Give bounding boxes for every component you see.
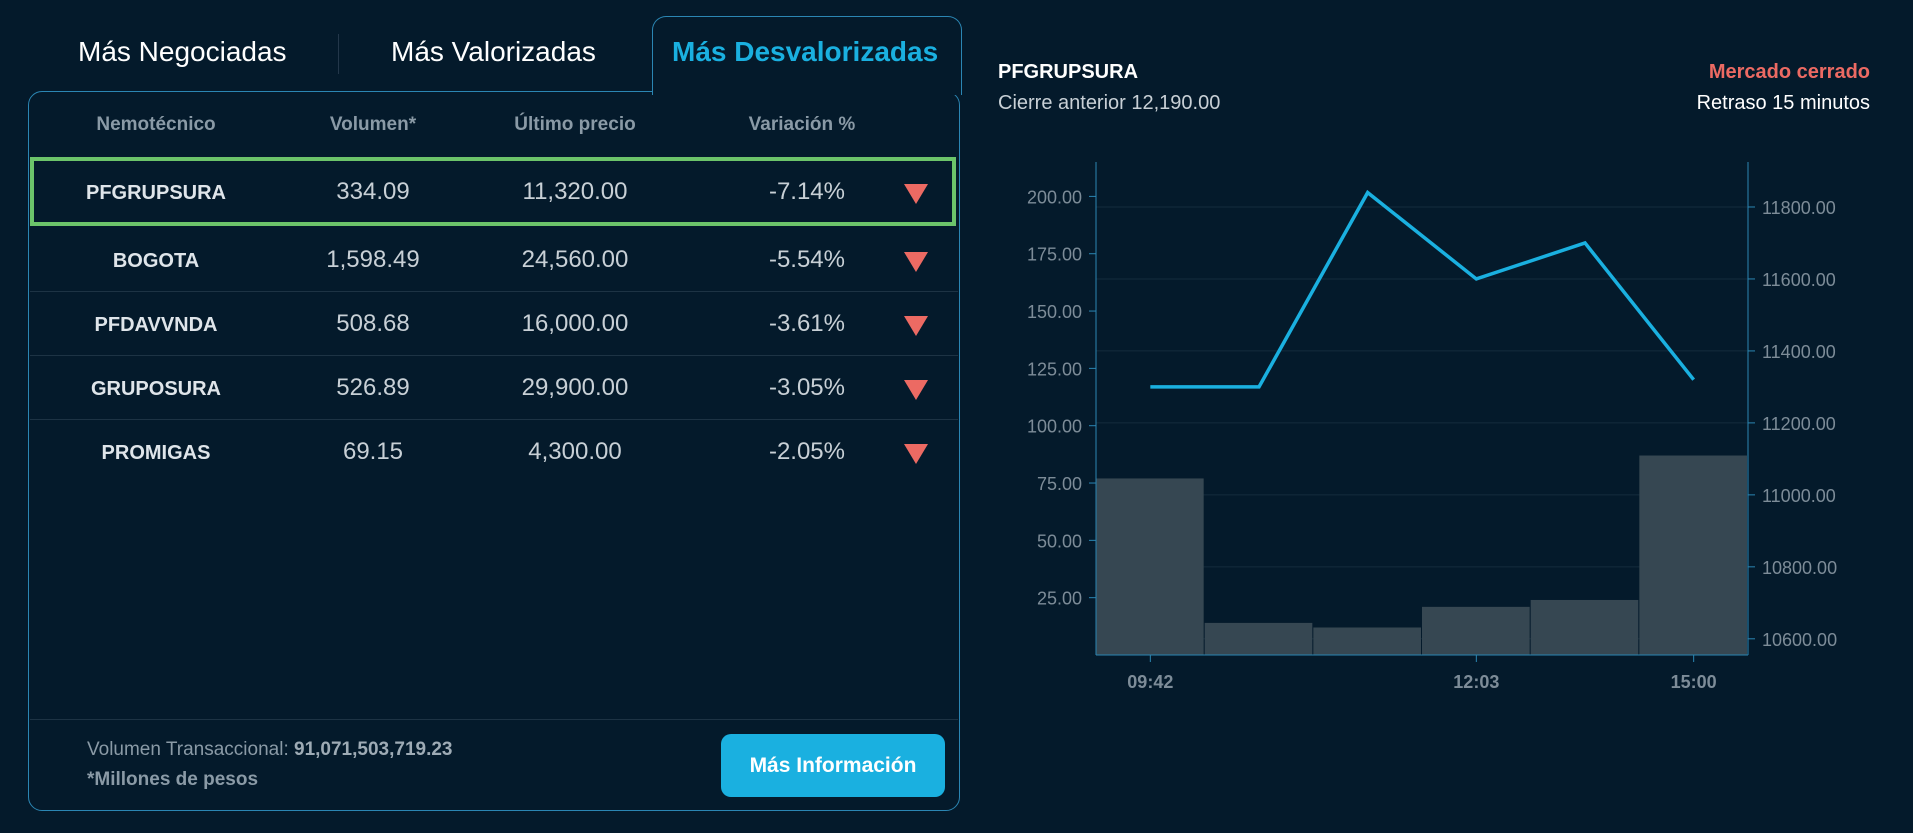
last-price: 24,560.00: [521, 246, 629, 273]
tab-mas-desvalorizadas[interactable]: Más Desvalorizadas: [672, 36, 939, 67]
x-axis-tick-label: 09:42: [1127, 672, 1173, 692]
variation: -2.05%: [768, 438, 845, 465]
left-axis-tick-label: 175.00: [1027, 245, 1082, 265]
units-note: *Millones de pesos: [87, 769, 259, 790]
tab-mas-negociadas[interactable]: Más Negociadas: [78, 36, 287, 67]
header-nemotecnico: Nemotécnico: [96, 114, 216, 135]
volume-bar: [1204, 622, 1313, 655]
row-divider: [30, 355, 958, 356]
selected-row-highlight: [30, 157, 956, 226]
variation: -3.61%: [768, 310, 845, 337]
tab-divider: [338, 34, 339, 74]
right-axis-tick-label: 11200.00: [1762, 414, 1836, 434]
right-axis-tick-label: 11600.00: [1762, 270, 1836, 290]
last-price: 4,300.00: [528, 438, 622, 465]
last-price: 11,320.00: [522, 178, 628, 205]
left-axis-tick-label: 25.00: [1037, 589, 1082, 609]
volume: 526.89: [336, 374, 410, 401]
volume-transaccional: Volumen Transaccional: 91,071,503,719.23: [87, 739, 453, 761]
table-row[interactable]: PFGRUPSURA 334.09 11,320.00 -7.14%: [30, 160, 958, 224]
volume-bar: [1313, 627, 1421, 655]
down-arrow-icon: [904, 380, 928, 400]
left-axis-tick-label: 150.00: [1027, 302, 1082, 322]
left-axis-tick-label: 200.00: [1027, 187, 1082, 207]
x-axis-tick-label: 15:00: [1671, 672, 1717, 692]
volume-bar: [1096, 478, 1204, 655]
symbol[interactable]: PROMIGAS: [101, 442, 211, 464]
variation: -7.14%: [768, 178, 845, 205]
delay-note: Retraso 15 minutos: [1696, 92, 1870, 114]
table-row[interactable]: BOGOTA 1,598.49 24,560.00 -5.54%: [30, 228, 958, 292]
table-panel: [28, 91, 960, 811]
mas-informacion-button[interactable]: Más Información: [721, 734, 945, 797]
table-row[interactable]: GRUPOSURA 526.89 29,900.00 -3.05%: [30, 356, 958, 420]
volume-bar: [1422, 606, 1530, 655]
right-axis-tick-label: 11800.00: [1762, 198, 1836, 218]
last-price: 29,900.00: [521, 374, 629, 401]
right-axis-tick-label: 10800.00: [1762, 558, 1837, 578]
symbol[interactable]: BOGOTA: [112, 250, 200, 272]
volume: 1,598.49: [326, 246, 420, 273]
header-variacion: Variación %: [748, 114, 856, 135]
detail-symbol: PFGRUPSURA: [998, 61, 1139, 83]
tab-mas-valorizadas[interactable]: Más Valorizadas: [391, 36, 596, 67]
left-axis-tick-label: 50.00: [1037, 531, 1082, 551]
variation: -3.05%: [768, 374, 845, 401]
footer-divider: [30, 719, 958, 720]
row-divider: [30, 419, 958, 420]
volume: 69.15: [342, 438, 404, 465]
table-row[interactable]: PFDAVVNDA 508.68 16,000.00 -3.61%: [30, 292, 958, 356]
variation: -5.54%: [768, 246, 845, 273]
left-axis-tick-label: 75.00: [1037, 474, 1082, 494]
symbol[interactable]: PFDAVVNDA: [94, 314, 218, 336]
header-volumen: Volumen*: [329, 114, 417, 135]
down-arrow-icon: [904, 252, 928, 272]
right-axis-tick-label: 11000.00: [1762, 486, 1836, 506]
symbol[interactable]: GRUPOSURA: [90, 378, 221, 400]
symbol[interactable]: PFGRUPSURA: [85, 182, 226, 204]
right-axis-tick-label: 10600.00: [1762, 630, 1837, 650]
price-line: [1150, 189, 1696, 389]
active-tab-frame: [652, 16, 962, 95]
down-arrow-icon: [904, 444, 928, 464]
previous-close: Cierre anterior 12,190.00: [998, 92, 1221, 114]
volume-label: Volumen Transaccional:: [87, 739, 295, 760]
market-status: Mercado cerrado: [1708, 61, 1870, 83]
last-price: 16,000.00: [521, 310, 629, 337]
right-axis-tick-label: 11400.00: [1762, 342, 1836, 362]
volume-value: 91,071,503,719.23: [294, 739, 453, 760]
left-axis-tick-label: 125.00: [1027, 359, 1082, 379]
x-axis-tick-label: 12:03: [1453, 672, 1499, 692]
volume-bar: [1639, 455, 1747, 655]
left-axis-tick-label: 100.00: [1027, 417, 1082, 437]
volume: 334.09: [336, 178, 410, 205]
volume-bar: [1530, 599, 1639, 655]
volume: 508.68: [336, 310, 410, 337]
row-divider: [30, 291, 958, 292]
down-arrow-icon: [904, 184, 928, 204]
header-ultimo-precio: Último precio: [514, 114, 636, 135]
table-row[interactable]: PROMIGAS 69.15 4,300.00 -2.05%: [30, 420, 958, 484]
down-arrow-icon: [904, 316, 928, 336]
tab-panel-join: [653, 88, 959, 94]
